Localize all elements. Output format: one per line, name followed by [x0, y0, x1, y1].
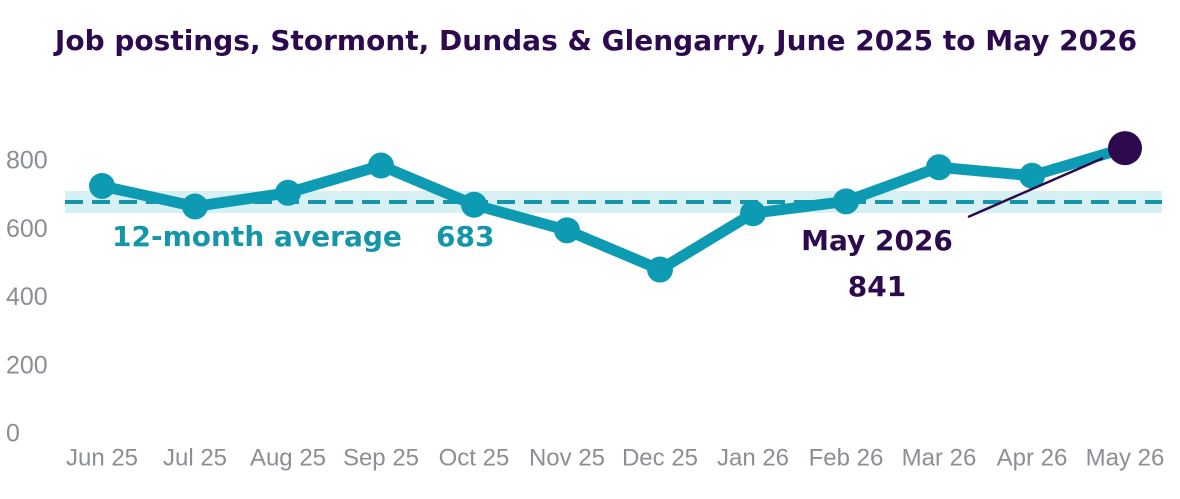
annotation-value: 841 [848, 270, 906, 303]
point [554, 217, 580, 244]
y-tick-label: 0 [6, 420, 20, 448]
x-tick-label: Sep 25 [343, 444, 419, 471]
point [461, 191, 487, 218]
average-value: 683 [436, 220, 494, 253]
x-tick-label: May 26 [1086, 444, 1165, 471]
y-tick-label: 200 [6, 351, 48, 379]
x-tick-label: Apr 26 [997, 444, 1068, 471]
average-label: 12-month average [112, 220, 402, 253]
point [647, 256, 673, 283]
x-tick-label: Mar 26 [902, 444, 977, 471]
highlight-point [1108, 131, 1142, 166]
point [89, 172, 115, 199]
x-tick-label: Nov 25 [529, 444, 605, 471]
y-tick-label: 600 [6, 215, 48, 243]
point [926, 154, 952, 181]
x-tick-label: Feb 26 [809, 444, 884, 471]
x-tick-label: Aug 25 [250, 444, 326, 471]
x-tick-label: Jul 25 [163, 444, 227, 471]
x-tick-label: Jan 26 [717, 444, 789, 471]
point [833, 188, 859, 215]
x-tick-label: Oct 25 [439, 444, 510, 471]
annotation-leader [967, 156, 1104, 219]
y-tick-label: 800 [6, 147, 48, 175]
x-tick-label: Dec 25 [622, 444, 698, 471]
point [740, 200, 766, 227]
point [275, 179, 301, 206]
point [182, 193, 208, 220]
series-line [100, 142, 1127, 276]
x-tick-label: Jun 25 [66, 444, 138, 471]
chart-title: Job postings, Stormont, Dundas & Glengar… [53, 24, 1137, 57]
annotation-label: May 2026 [801, 224, 953, 257]
point [368, 152, 394, 179]
point [1019, 162, 1045, 189]
y-tick-label: 400 [6, 283, 48, 311]
